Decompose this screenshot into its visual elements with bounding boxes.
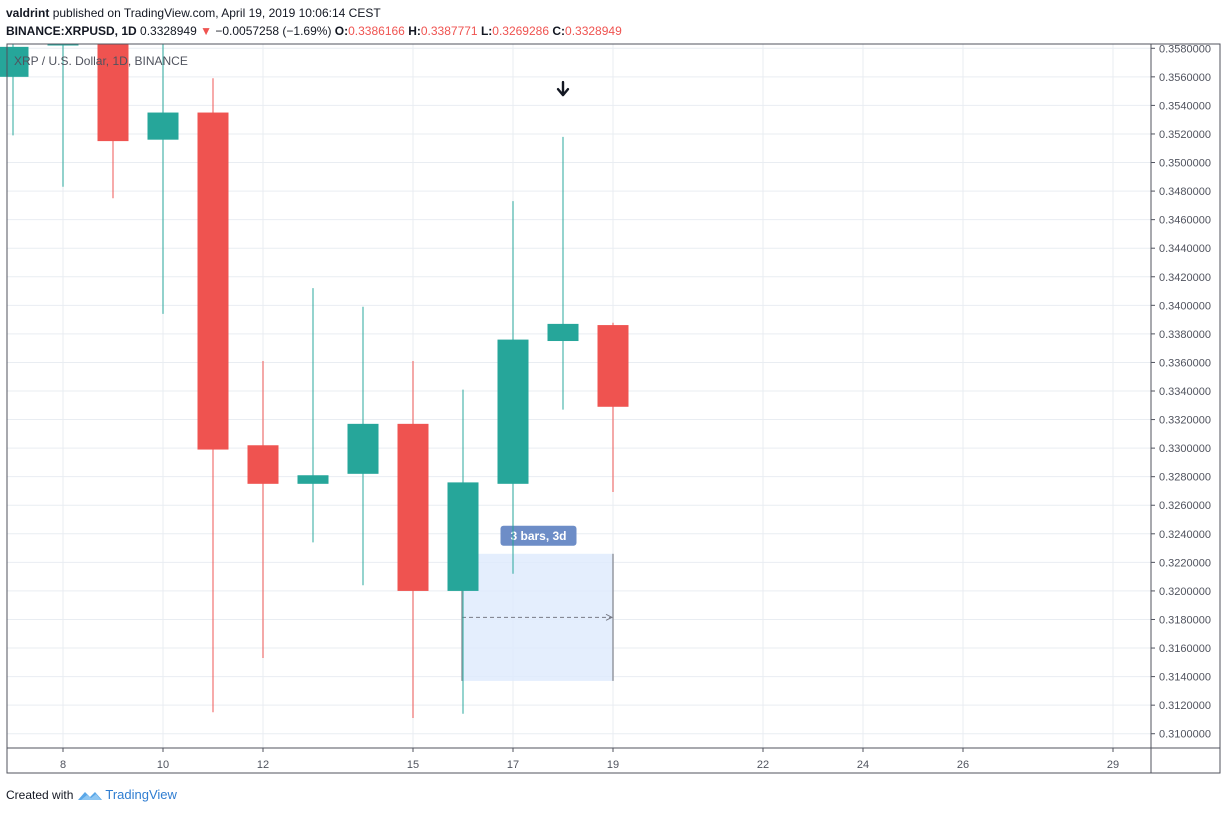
x-tick-label: 19 <box>607 759 619 771</box>
candle-down <box>197 78 229 713</box>
candle-body <box>47 44 79 46</box>
x-tick-label: 22 <box>757 759 769 771</box>
candle-down <box>397 361 429 719</box>
high-label: H: <box>408 24 421 38</box>
candle-down <box>97 44 129 199</box>
y-tick-label: 0.3320000 <box>1159 415 1211 427</box>
candle-up <box>147 44 179 314</box>
date-range-tool[interactable]: 3 bars, 3d <box>461 525 614 681</box>
y-tick-label: 0.3280000 <box>1159 472 1211 484</box>
candle-body <box>347 423 379 474</box>
low-label: L: <box>480 24 493 38</box>
y-tick-label: 0.3520000 <box>1159 129 1211 141</box>
candle-up <box>0 44 29 136</box>
change-down-icon: ▼ <box>200 24 212 38</box>
chart-legend: XRP / U.S. Dollar, 1D, BINANCE <box>14 54 188 68</box>
candle-body <box>247 445 279 484</box>
y-tick-label: 0.3340000 <box>1159 386 1211 398</box>
y-tick-label: 0.3240000 <box>1159 529 1211 541</box>
publish-text: published on TradingView.com, April 19, … <box>52 6 381 20</box>
candles <box>0 44 629 719</box>
symbol-label: BINANCE:XRPUSD, 1D <box>6 24 137 38</box>
candle-up <box>297 288 329 543</box>
footer: Created with TradingView <box>6 787 177 802</box>
y-tick-label: 0.3220000 <box>1159 557 1211 569</box>
date-range-label: 3 bars, 3d <box>510 529 566 543</box>
candle-body <box>547 323 579 342</box>
x-tick-label: 24 <box>857 759 869 771</box>
candle-up <box>447 389 479 714</box>
author-name[interactable]: valdrint <box>6 6 50 20</box>
candle-body <box>0 46 29 77</box>
close-value: 0.3328949 <box>565 24 622 38</box>
candle-body <box>397 423 429 591</box>
y-tick-label: 0.3300000 <box>1159 443 1211 455</box>
candle-down <box>247 361 279 659</box>
y-tick-label: 0.3200000 <box>1159 586 1211 598</box>
price-axis[interactable]: 0.3100000 0.3120000 0.3140000 0.3160000 0.31… <box>1151 43 1211 741</box>
x-tick-label: 15 <box>407 759 419 771</box>
candle-up <box>547 136 579 410</box>
candle-body <box>597 325 629 407</box>
date-range-badge <box>500 525 577 546</box>
ohlc-line: BINANCE:XRPUSD, 1D 0.3328949 ▼ −0.005725… <box>6 22 1216 40</box>
date-range-box <box>462 553 613 681</box>
candle-body <box>97 44 129 142</box>
y-tick-label: 0.3500000 <box>1159 158 1211 170</box>
candle-body <box>147 112 179 140</box>
outer-border <box>6 43 1221 774</box>
candle-up <box>347 306 379 586</box>
x-tick-label: 29 <box>1107 759 1119 771</box>
y-tick-label: 0.3420000 <box>1159 272 1211 284</box>
y-tick-label: 0.3120000 <box>1159 700 1211 712</box>
y-tick-label: 0.3360000 <box>1159 357 1211 369</box>
y-tick-label: 0.3480000 <box>1159 186 1211 198</box>
y-tick-label: 0.3180000 <box>1159 614 1211 626</box>
y-tick-label: 0.3400000 <box>1159 300 1211 312</box>
high-value: 0.3387771 <box>420 24 478 38</box>
publish-line: valdrint published on TradingView.com, A… <box>6 4 1216 22</box>
candle-body <box>497 339 529 484</box>
x-tick-label: 12 <box>257 759 269 771</box>
open-value: 0.3386166 <box>348 24 405 38</box>
created-with-text: Created with <box>6 787 74 802</box>
y-tick-label: 0.3140000 <box>1159 672 1211 684</box>
y-tick-label: 0.3580000 <box>1159 43 1211 55</box>
candle-body <box>297 475 329 484</box>
down-arrow-icon <box>556 80 570 97</box>
change-value: −0.0057258 (−1.69%) <box>215 24 332 38</box>
y-tick-label: 0.3100000 <box>1159 729 1211 741</box>
x-tick-label: 26 <box>957 759 969 771</box>
y-tick-label: 0.3260000 <box>1159 500 1211 512</box>
candle-up <box>497 201 529 574</box>
candle-down <box>597 322 629 492</box>
y-tick-label: 0.3440000 <box>1159 243 1211 255</box>
last-price: 0.3328949 <box>140 24 197 38</box>
time-axis[interactable]: 8 10 12 15 17 19 22 24 26 29 <box>60 748 1119 771</box>
tradingview-brand[interactable]: TradingView <box>105 787 177 802</box>
chart-header: valdrint published on TradingView.com, A… <box>6 4 1216 40</box>
candle-body <box>447 482 479 591</box>
y-tick-label: 0.3380000 <box>1159 329 1211 341</box>
x-tick-label: 8 <box>60 759 66 771</box>
x-tick-label: 17 <box>507 759 519 771</box>
y-tick-label: 0.3540000 <box>1159 100 1211 112</box>
y-tick-label: 0.3460000 <box>1159 215 1211 227</box>
date-range-arrow-icon <box>605 613 614 621</box>
candle-up <box>47 44 79 187</box>
x-tick-label: 10 <box>157 759 169 771</box>
open-label: O: <box>334 24 349 38</box>
y-tick-label: 0.3560000 <box>1159 72 1211 84</box>
close-label: C: <box>552 24 566 38</box>
tradingview-logo-icon <box>78 791 103 800</box>
y-tick-label: 0.3160000 <box>1159 643 1211 655</box>
candle-body <box>197 112 229 450</box>
low-value: 0.3269286 <box>492 24 550 38</box>
